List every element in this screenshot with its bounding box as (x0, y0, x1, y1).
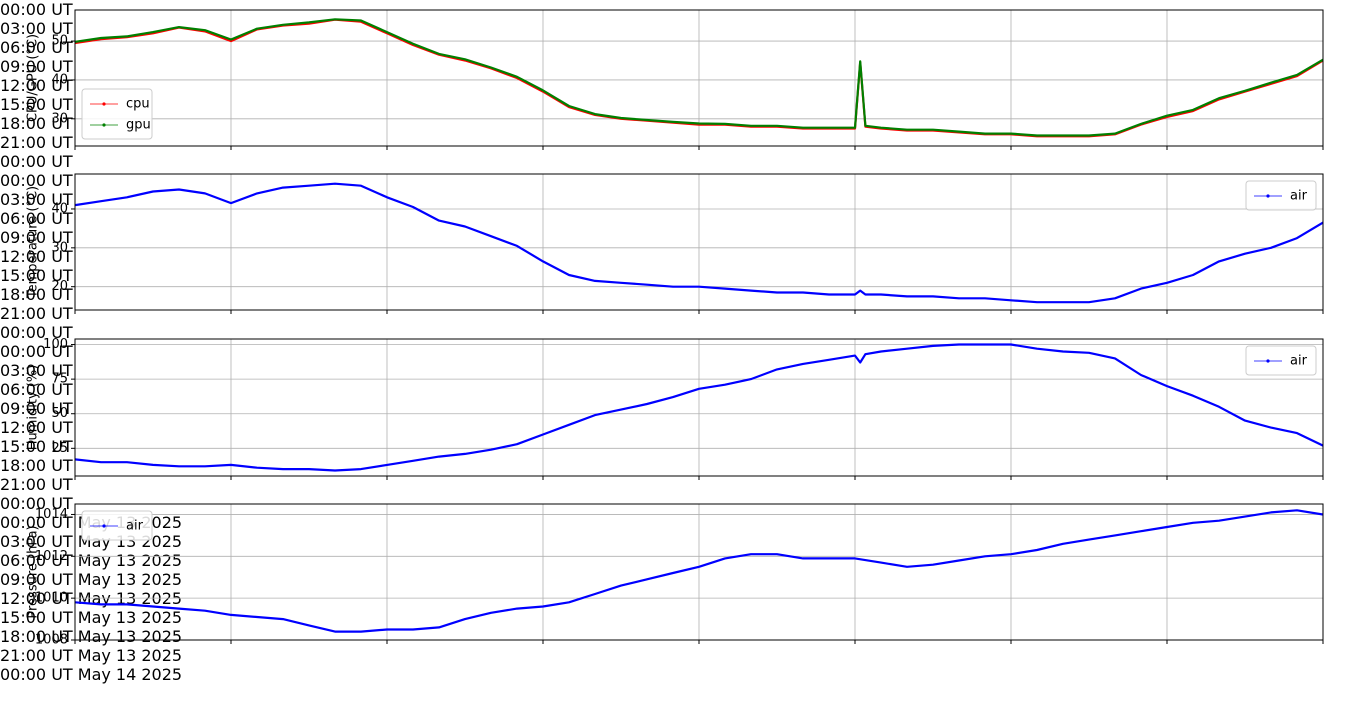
x-tick-label: 00:00 UT (0, 323, 73, 342)
legend-label: cpu (126, 97, 150, 112)
x-tick-label: 21:00 UT (0, 304, 73, 323)
y-tick-label: 25 (51, 441, 68, 456)
legend-box (81, 88, 153, 140)
x-tick-label: 18:00 UT May 13 2025 (0, 627, 183, 646)
plot-frame (74, 9, 1324, 147)
x-tick-label: 12:00 UT (0, 418, 73, 437)
y-tick-label: 1012 (35, 549, 68, 564)
y-tick-label: 30 (51, 240, 68, 255)
legend-box (81, 510, 153, 541)
legend-marker (102, 123, 106, 127)
plot-frame (74, 338, 1324, 477)
legend-box (1245, 345, 1317, 376)
x-tick-label: 18:00 UT (0, 114, 73, 133)
x-tick-label: 06:00 UT (0, 380, 73, 399)
x-tick-label: 06:00 UT May 13 2025 (0, 551, 183, 570)
legend-label: air (1290, 354, 1308, 369)
legend-marker (1266, 194, 1270, 198)
data-line (75, 343, 1323, 472)
legend-label: air (1290, 189, 1308, 204)
x-tick-label: 03:00 UT (0, 19, 73, 38)
x-tick-label: 00:00 UT (0, 152, 73, 171)
x-tick-label: 12:00 UT (0, 76, 73, 95)
x-tick-label: 09:00 UT May 13 2025 (0, 570, 183, 589)
x-tick-label: 15:00 UT (0, 437, 73, 456)
x-tick-label: 21:00 UT (0, 133, 73, 152)
x-tick-label: 12:00 UT (0, 247, 73, 266)
y-tick-label: 30 (51, 111, 68, 126)
x-tick-label: 00:00 UT (0, 342, 73, 361)
x-tick-label: 18:00 UT (0, 456, 73, 475)
x-tick-label: 00:00 UT May 14 2025 (0, 665, 183, 684)
plot-frame (74, 173, 1324, 311)
legend-box (1245, 180, 1317, 211)
x-tick-label: 21:00 UT (0, 475, 73, 494)
x-tick-label: 00:00 UT (0, 494, 73, 513)
y-tick-label: 1010 (35, 591, 68, 606)
legend-label: gpu (126, 118, 151, 133)
y-axis-label: Humidity (%) (26, 365, 41, 451)
x-tick-label: 09:00 UT (0, 228, 73, 247)
x-tick-label: 09:00 UT (0, 57, 73, 76)
plot-frame (74, 503, 1324, 641)
y-tick-label: 40 (51, 201, 68, 216)
legend-label: air (126, 519, 144, 534)
y-tick-label: 40 (51, 72, 68, 87)
data-line (75, 509, 1323, 633)
y-tick-label: 1008 (35, 633, 68, 648)
x-tick-label: 00:00 UT (0, 0, 73, 19)
legend-marker (102, 102, 106, 106)
x-tick-label: 06:00 UT (0, 38, 73, 57)
y-tick-label: 1014 (35, 507, 68, 522)
y-tick-label: 75 (51, 372, 68, 387)
y-tick-label: 100 (43, 337, 68, 352)
data-line (75, 182, 1323, 304)
legend-marker (102, 524, 106, 528)
y-tick-label: 20 (51, 279, 68, 294)
y-tick-label: 50 (51, 406, 68, 421)
x-tick-label: 06:00 UT (0, 209, 73, 228)
y-axis-label: Temperature (°C) (26, 186, 41, 299)
x-tick-label: 15:00 UT (0, 266, 73, 285)
y-tick-label: 50 (51, 34, 68, 49)
data-line (75, 18, 1323, 137)
x-tick-label: 15:00 UT (0, 95, 73, 114)
x-tick-label: 03:00 UT (0, 190, 73, 209)
x-tick-label: 21:00 UT May 13 2025 (0, 646, 183, 665)
y-axis-label: CPU/GPU (°C) (26, 34, 41, 122)
x-tick-label: 00:00 UT (0, 171, 73, 190)
y-axis-label: Pressure (hPa) (26, 525, 41, 618)
x-tick-label: 03:00 UT (0, 361, 73, 380)
x-tick-label: 15:00 UT May 13 2025 (0, 608, 183, 627)
x-tick-label: 18:00 UT (0, 285, 73, 304)
x-tick-label: 09:00 UT (0, 399, 73, 418)
legend-marker (1266, 359, 1270, 363)
